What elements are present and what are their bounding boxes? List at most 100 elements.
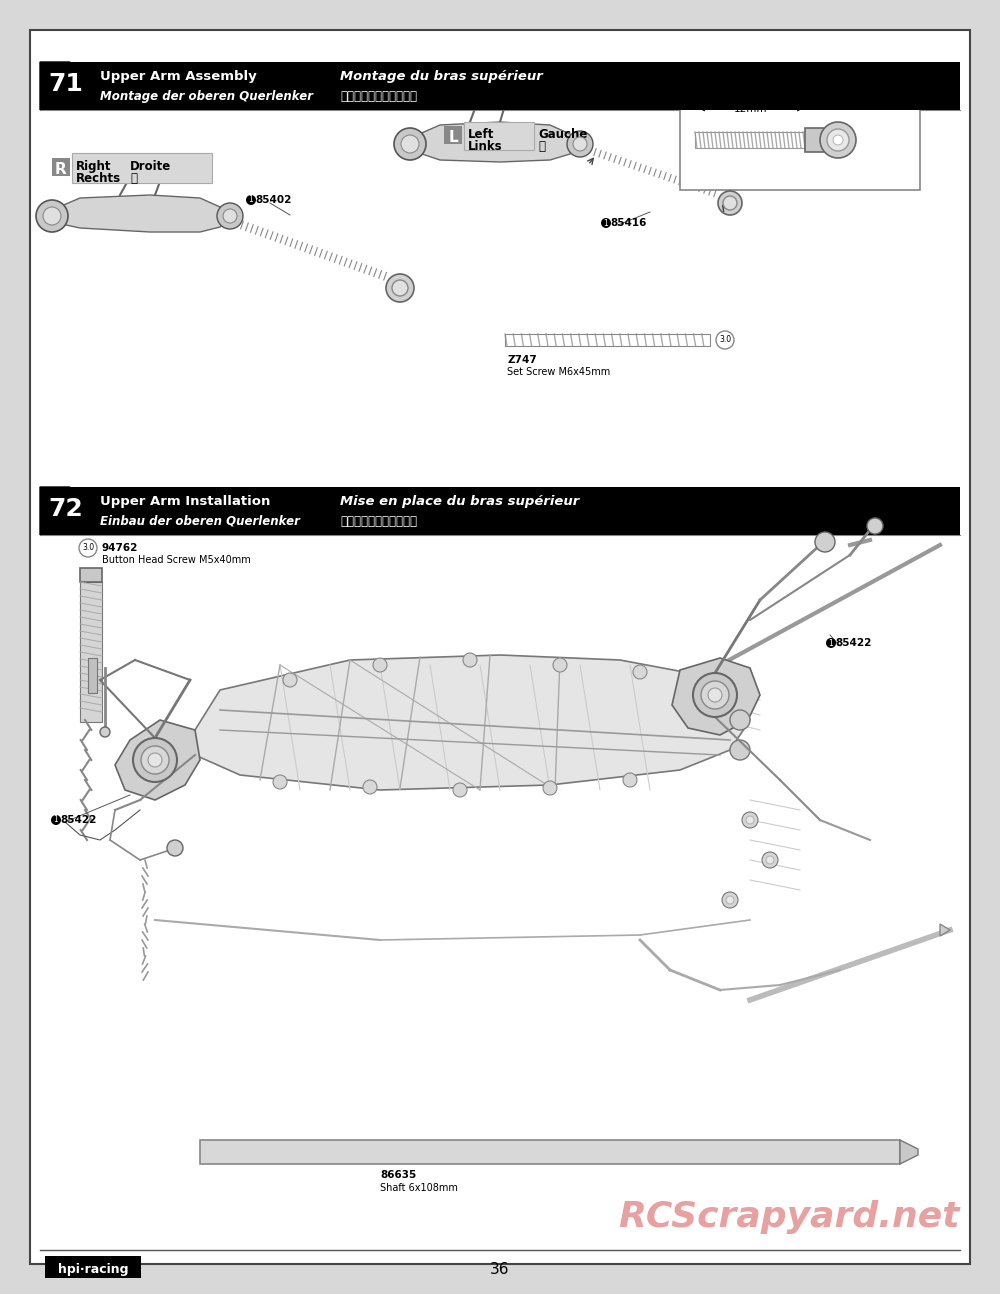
Text: 85422: 85422 bbox=[60, 815, 96, 826]
Bar bbox=[40, 487, 960, 534]
Text: 36: 36 bbox=[490, 1263, 510, 1277]
Circle shape bbox=[762, 851, 778, 868]
Circle shape bbox=[723, 195, 737, 210]
Bar bbox=[72, 153, 212, 182]
Text: アッパーアームの組立て: アッパーアームの組立て bbox=[340, 91, 417, 104]
Text: 71: 71 bbox=[48, 72, 83, 96]
Circle shape bbox=[815, 532, 835, 553]
Circle shape bbox=[701, 681, 729, 709]
Text: Shaft 6x108mm: Shaft 6x108mm bbox=[380, 1183, 458, 1193]
Circle shape bbox=[601, 217, 611, 228]
Text: 1: 1 bbox=[604, 219, 608, 228]
Circle shape bbox=[51, 815, 61, 826]
Text: 右: 右 bbox=[130, 172, 137, 185]
Polygon shape bbox=[900, 1140, 918, 1165]
Circle shape bbox=[100, 727, 110, 738]
Text: Left: Left bbox=[468, 128, 494, 141]
Circle shape bbox=[141, 747, 169, 774]
Circle shape bbox=[730, 710, 750, 730]
Polygon shape bbox=[40, 487, 70, 534]
Bar bbox=[464, 122, 534, 150]
Text: Z747: Z747 bbox=[507, 355, 537, 365]
Text: 3.0: 3.0 bbox=[82, 543, 94, 553]
Circle shape bbox=[543, 782, 557, 795]
Circle shape bbox=[633, 665, 647, 679]
Text: アッパーアームの取付け: アッパーアームの取付け bbox=[340, 515, 417, 528]
Text: 94762: 94762 bbox=[102, 543, 138, 553]
Text: Button Head Screw M5x40mm: Button Head Screw M5x40mm bbox=[102, 555, 251, 565]
Text: hpi·racing: hpi·racing bbox=[58, 1263, 128, 1276]
Text: Einbau der oberen Querlenker: Einbau der oberen Querlenker bbox=[100, 515, 300, 528]
Text: Set Screw M6x45mm: Set Screw M6x45mm bbox=[507, 367, 610, 377]
Circle shape bbox=[453, 783, 467, 797]
Circle shape bbox=[708, 688, 722, 703]
Circle shape bbox=[718, 192, 742, 215]
Circle shape bbox=[36, 201, 68, 232]
Circle shape bbox=[43, 207, 61, 225]
Circle shape bbox=[401, 135, 419, 153]
Text: Links: Links bbox=[468, 140, 503, 153]
Text: 85422: 85422 bbox=[835, 638, 871, 648]
Text: 1: 1 bbox=[54, 815, 58, 824]
Text: Rechts: Rechts bbox=[76, 172, 121, 185]
Polygon shape bbox=[410, 122, 580, 162]
Circle shape bbox=[820, 122, 856, 158]
Bar bbox=[680, 91, 920, 190]
Bar bbox=[200, 1140, 900, 1165]
Bar bbox=[88, 659, 97, 694]
Bar bbox=[805, 128, 825, 151]
Polygon shape bbox=[52, 195, 230, 232]
Polygon shape bbox=[940, 924, 950, 936]
Text: Right: Right bbox=[76, 160, 112, 173]
Circle shape bbox=[217, 203, 243, 229]
Circle shape bbox=[553, 659, 567, 672]
Text: Montage der oberen Querlenker: Montage der oberen Querlenker bbox=[100, 91, 313, 104]
Bar bbox=[695, 132, 807, 148]
Circle shape bbox=[273, 775, 287, 789]
Circle shape bbox=[726, 895, 734, 905]
Circle shape bbox=[386, 274, 414, 302]
Circle shape bbox=[827, 129, 849, 151]
Circle shape bbox=[567, 131, 593, 157]
Circle shape bbox=[79, 540, 97, 556]
Circle shape bbox=[730, 740, 750, 760]
Bar bbox=[52, 158, 70, 176]
Circle shape bbox=[463, 653, 477, 666]
Circle shape bbox=[722, 892, 738, 908]
Text: 1: 1 bbox=[829, 638, 833, 647]
Bar bbox=[80, 568, 102, 582]
Text: RCScrapyard.net: RCScrapyard.net bbox=[618, 1200, 960, 1234]
Circle shape bbox=[246, 195, 256, 204]
Bar bbox=[80, 582, 102, 722]
Text: L: L bbox=[448, 131, 458, 145]
Text: Upper Arm Assembly: Upper Arm Assembly bbox=[100, 70, 257, 83]
Circle shape bbox=[133, 738, 177, 782]
Circle shape bbox=[746, 817, 754, 824]
Polygon shape bbox=[115, 719, 200, 800]
Circle shape bbox=[742, 813, 758, 828]
Circle shape bbox=[573, 137, 587, 151]
Text: 1: 1 bbox=[249, 195, 253, 204]
Text: Gauche: Gauche bbox=[538, 128, 587, 141]
Bar bbox=[45, 1256, 141, 1278]
Text: 12mm: 12mm bbox=[734, 104, 768, 114]
Bar bbox=[444, 126, 462, 144]
Text: 85416: 85416 bbox=[610, 217, 646, 228]
Circle shape bbox=[833, 135, 843, 145]
Circle shape bbox=[223, 210, 237, 223]
Polygon shape bbox=[672, 659, 760, 735]
Circle shape bbox=[867, 518, 883, 534]
Circle shape bbox=[283, 673, 297, 687]
Circle shape bbox=[148, 753, 162, 767]
Bar bbox=[40, 62, 960, 110]
Circle shape bbox=[363, 780, 377, 795]
Circle shape bbox=[826, 638, 836, 648]
Text: Montage du bras supérieur: Montage du bras supérieur bbox=[340, 70, 543, 83]
Circle shape bbox=[766, 857, 774, 864]
Text: 3.0: 3.0 bbox=[719, 335, 731, 344]
Text: 85402: 85402 bbox=[255, 195, 291, 204]
Circle shape bbox=[623, 773, 637, 787]
Circle shape bbox=[392, 280, 408, 296]
Text: R: R bbox=[55, 163, 67, 177]
Circle shape bbox=[373, 659, 387, 672]
